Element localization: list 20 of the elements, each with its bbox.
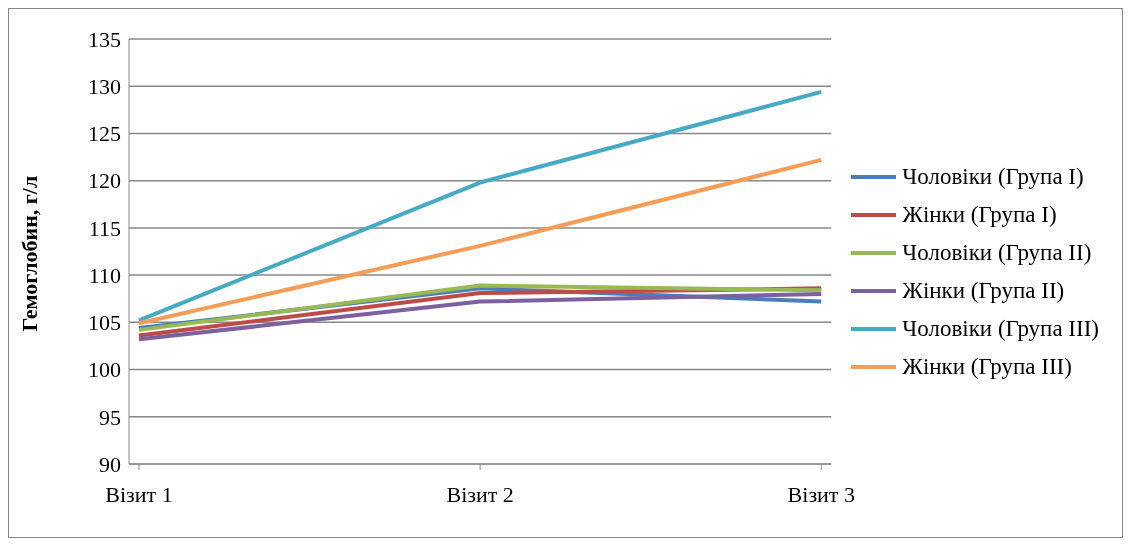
- y-tick-label: 120: [88, 168, 121, 194]
- y-tick-label: 115: [88, 215, 121, 241]
- y-axis-title: Гемоглобин, г/л: [16, 175, 42, 332]
- y-tick-label: 135: [88, 26, 121, 52]
- y-tick-label: 90: [99, 451, 121, 477]
- y-tick-label: 95: [99, 404, 121, 430]
- legend-label: Чоловіки (Група II): [902, 238, 1092, 267]
- legend-label: Жінки (Група III): [902, 352, 1072, 381]
- y-tick-label: 105: [88, 310, 121, 336]
- y-tick-label: 100: [88, 357, 121, 383]
- y-tick-label: 130: [88, 74, 121, 100]
- legend-label: Жінки (Група I): [902, 200, 1057, 229]
- y-tick-label: 125: [88, 121, 121, 147]
- x-tick-label: Візит 1: [105, 481, 173, 507]
- legend-label: Жінки (Група II): [902, 276, 1065, 305]
- x-tick-label: Візит 2: [446, 481, 514, 507]
- legend-label: Чоловіки (Група I): [902, 162, 1084, 191]
- x-tick-label: Візит 3: [787, 481, 855, 507]
- y-tick-label: 110: [88, 262, 121, 288]
- legend-label: Чоловіки (Група III): [902, 314, 1099, 343]
